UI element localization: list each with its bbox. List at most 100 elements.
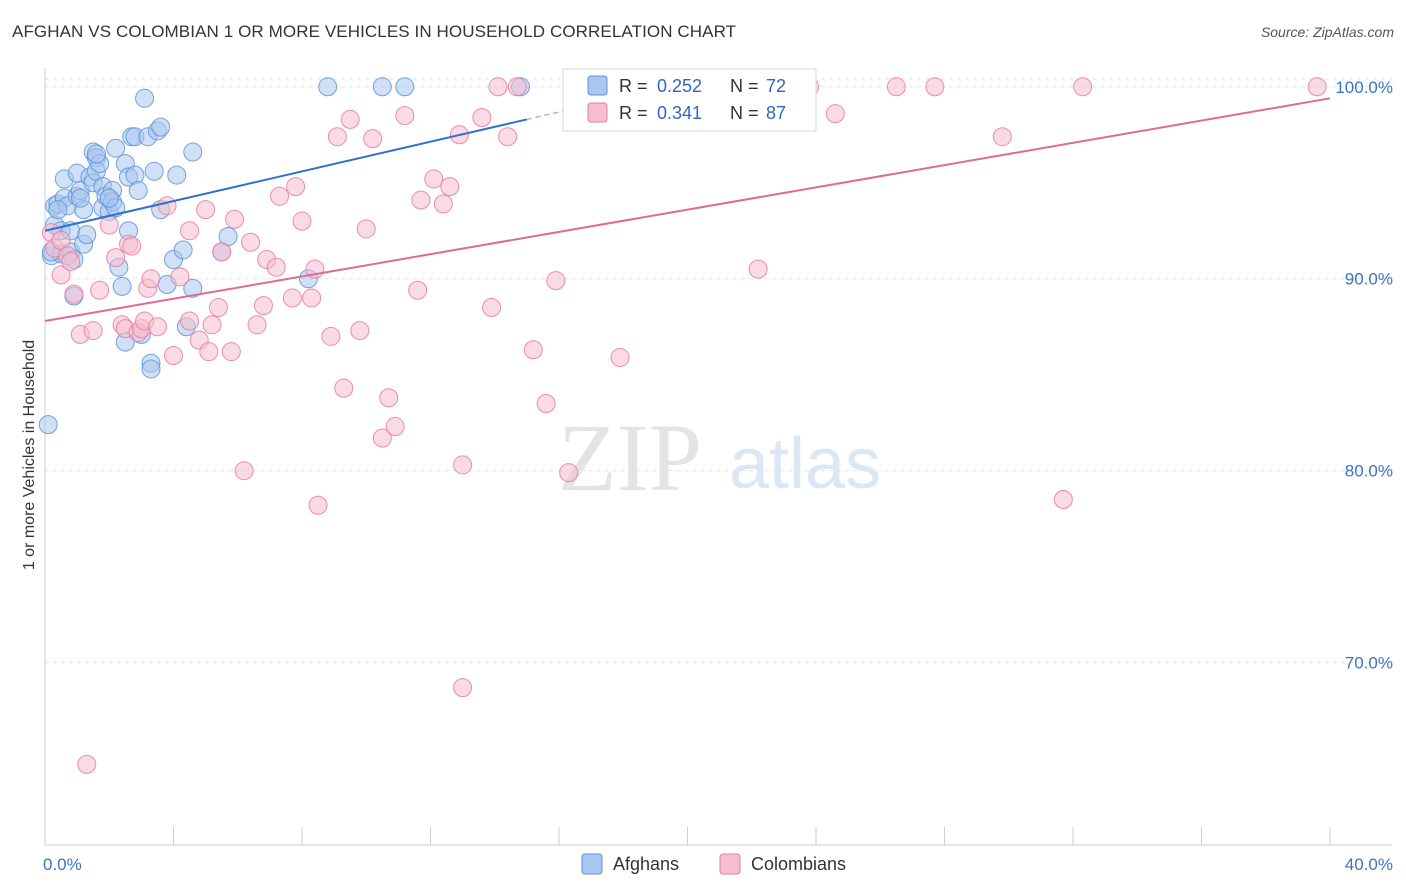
y-tick-label: 70.0% [1345, 654, 1393, 673]
afghans-trend-line [44, 118, 528, 232]
afghans-point [372, 77, 392, 97]
colombians-point [440, 177, 460, 197]
colombians-point [141, 269, 161, 289]
legend-bottom: Afghans Colombians [581, 853, 846, 875]
colombians-point [327, 127, 347, 147]
colombians-point [395, 106, 415, 126]
colombians-point [546, 271, 566, 291]
colombians-point [453, 455, 473, 475]
y-tick-labels: 70.0% 80.0% 90.0% 100.0% [1335, 78, 1393, 673]
chart-title: AFGHAN VS COLOMBIAN 1 OR MORE VEHICLES I… [12, 22, 737, 41]
legend-colombians-swatch [587, 102, 608, 123]
legend-bottom-afghans-label[interactable]: Afghans [613, 854, 679, 874]
afghans-point [151, 117, 171, 137]
colombians-point [308, 495, 328, 515]
legend-bottom-colombians-label[interactable]: Colombians [751, 854, 846, 874]
colombians-point [61, 251, 81, 271]
colombians-point [196, 200, 216, 220]
colombians-point [106, 248, 126, 268]
colombians-point [164, 346, 183, 366]
colombians-point [51, 265, 71, 285]
watermark-zip: ZIP [558, 404, 702, 511]
chart-source: Source: ZipAtlas.com [1260, 24, 1394, 40]
colombians-point [157, 196, 177, 216]
legend-colombians-n-label: N = [730, 103, 759, 123]
colombians-point [610, 347, 630, 367]
watermark-atlas: atlas [729, 424, 881, 504]
colombians-point [292, 211, 312, 231]
afghans-point [173, 240, 193, 260]
x-tick-label-min: 0.0% [43, 855, 82, 874]
colombians-point [64, 284, 84, 304]
afghans-point [395, 77, 415, 97]
colombians-point [147, 317, 167, 337]
colombians-point [1307, 77, 1327, 97]
colombians-point [334, 378, 354, 398]
colombians-point [472, 108, 492, 128]
colombians-point [350, 321, 370, 341]
colombians-point [411, 190, 431, 210]
y-axis-label: 1 or more Vehicles in Household [21, 340, 38, 570]
legend-colombians-r-label: R = [619, 103, 648, 123]
y-tick-label: 100.0% [1335, 78, 1393, 97]
legend-colombians-n-value: 87 [766, 103, 786, 123]
legend-bottom-colombians-swatch[interactable] [719, 853, 741, 875]
colombians-point [77, 754, 97, 774]
data-points [38, 77, 1327, 774]
colombians-point [886, 77, 906, 97]
colombians-point [221, 342, 241, 362]
colombians-point [266, 257, 286, 277]
colombians-point [992, 127, 1012, 147]
colombians-point [302, 288, 322, 308]
legend-afghans-r-label: R = [619, 76, 648, 96]
colombians-point [83, 321, 103, 341]
colombians-point [385, 417, 405, 437]
colombians-point [340, 109, 360, 129]
y-tick-label: 90.0% [1345, 270, 1393, 289]
colombians-point [90, 280, 110, 300]
legend-afghans-swatch [587, 75, 608, 96]
colombians-point [424, 169, 444, 189]
afghans-point [183, 142, 203, 162]
colombians-point [122, 236, 142, 256]
afghans-point [128, 180, 148, 200]
legend-bottom-afghans-swatch[interactable] [581, 853, 603, 875]
colombians-point [372, 428, 392, 448]
afghans-point [135, 88, 155, 108]
afghans-point [318, 77, 338, 97]
afghans-point [167, 165, 187, 185]
colombians-point [1073, 77, 1093, 97]
legend-top: R = 0.252 N = 72 R = 0.341 N = 87 [562, 68, 817, 132]
colombians-point [408, 280, 428, 300]
afghans-point [112, 276, 132, 296]
colombians-point [282, 288, 302, 308]
colombians-point [234, 461, 254, 481]
x-tick-label-max: 40.0% [1345, 855, 1393, 874]
colombians-trend-line [44, 97, 1331, 322]
colombians-point [253, 296, 273, 316]
afghans-point [70, 188, 90, 208]
colombians-point [482, 298, 502, 318]
colombians-point [825, 104, 845, 124]
legend-afghans-n-label: N = [730, 76, 759, 96]
legend-afghans-r-value: 0.252 [657, 76, 702, 96]
afghans-point [77, 225, 97, 245]
colombians-point [202, 315, 222, 335]
colombians-point [363, 129, 383, 149]
y-tick-label: 80.0% [1345, 462, 1393, 481]
colombians-point [356, 219, 376, 239]
colombians-point [170, 267, 190, 287]
colombians-point [208, 298, 228, 318]
colombians-point [559, 463, 579, 483]
afghans-point [183, 278, 203, 298]
afghans-point [125, 165, 145, 185]
afghans-point [106, 138, 126, 158]
colombians-point [247, 315, 267, 335]
colombians-point [536, 394, 556, 414]
x-tick-labels: 0.0% 40.0% [43, 855, 1393, 874]
afghans-point [38, 415, 58, 435]
afghans-point [141, 359, 161, 379]
colombians-point [225, 209, 245, 229]
colombians-point [286, 177, 306, 197]
